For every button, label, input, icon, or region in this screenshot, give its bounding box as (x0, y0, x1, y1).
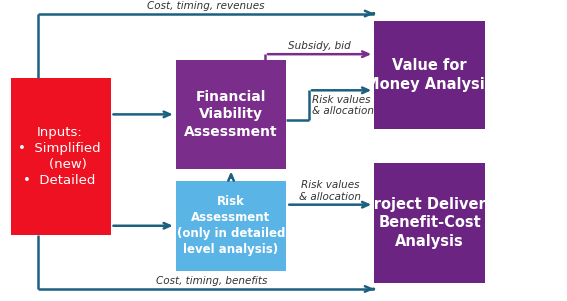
Text: Subsidy, bid: Subsidy, bid (288, 41, 351, 51)
FancyBboxPatch shape (176, 181, 286, 271)
Text: Risk values
& allocation: Risk values & allocation (312, 95, 374, 116)
Text: Cost, timing, benefits: Cost, timing, benefits (156, 276, 268, 286)
Text: Risk values
& allocation: Risk values & allocation (299, 180, 361, 202)
FancyBboxPatch shape (11, 78, 111, 235)
Text: Cost, timing, revenues: Cost, timing, revenues (147, 1, 265, 11)
Text: Risk
Assessment
(only in detailed
level analysis): Risk Assessment (only in detailed level … (177, 195, 285, 256)
FancyBboxPatch shape (374, 21, 485, 129)
Text: Project Delivery
Benefit-Cost
Analysis: Project Delivery Benefit-Cost Analysis (363, 197, 496, 249)
Text: Value for
Money Analysis: Value for Money Analysis (365, 58, 494, 92)
FancyBboxPatch shape (176, 60, 286, 169)
Text: Inputs:
•  Simplified
    (new)
•  Detailed: Inputs: • Simplified (new) • Detailed (18, 126, 101, 187)
Text: Financial
Viability
Assessment: Financial Viability Assessment (184, 90, 278, 139)
FancyBboxPatch shape (374, 163, 485, 283)
